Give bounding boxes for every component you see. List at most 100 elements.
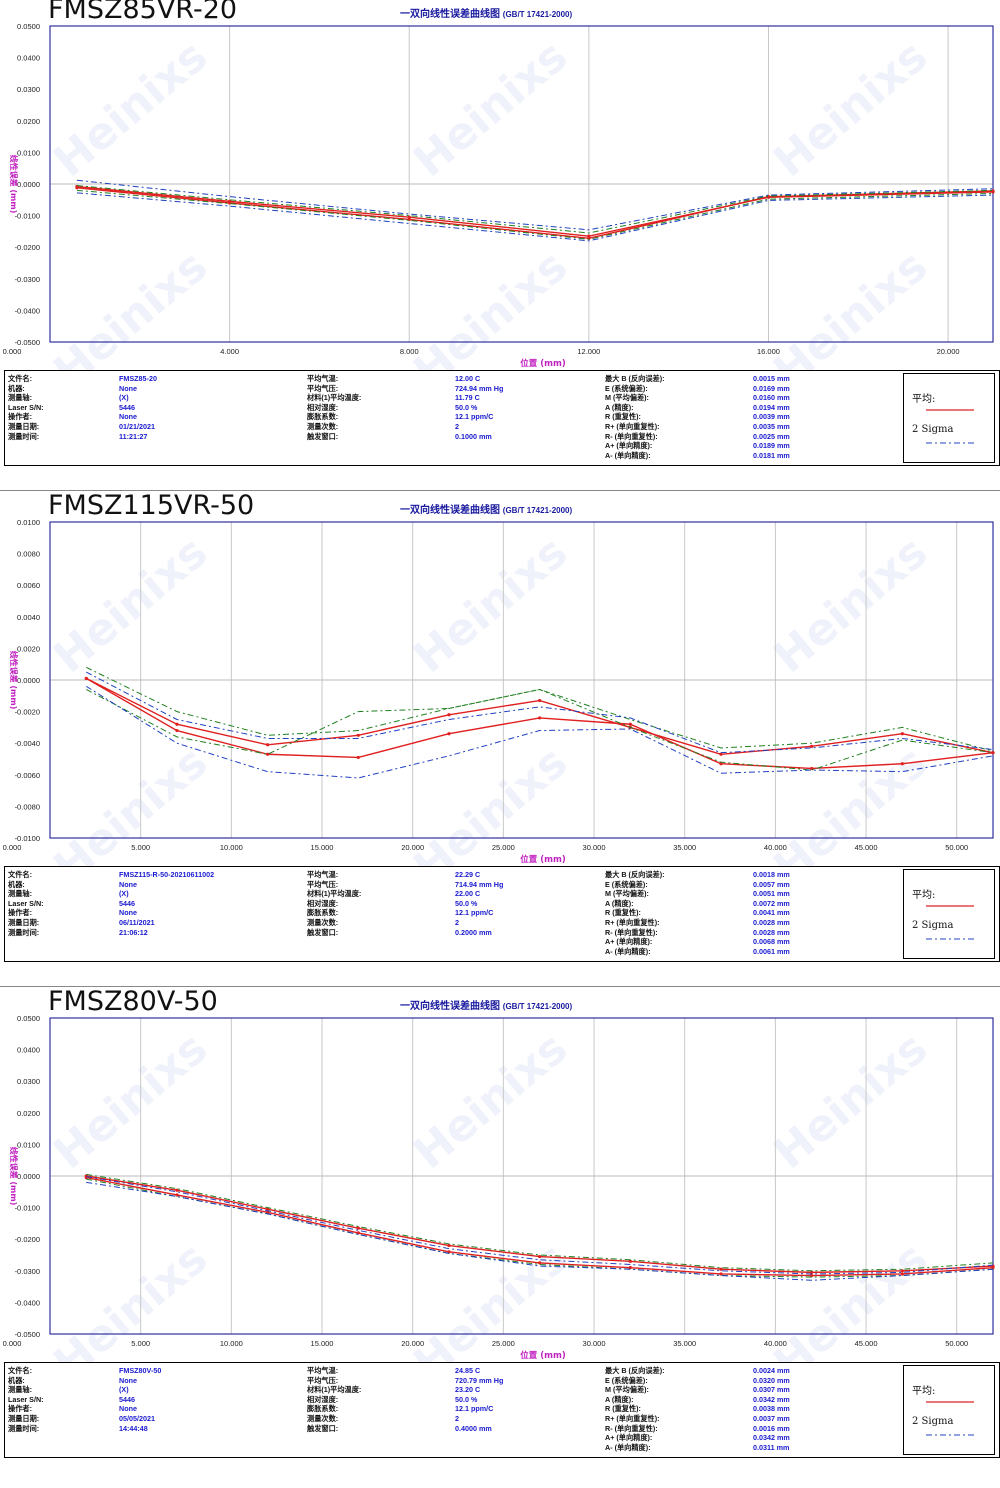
- y-tick-label: -0.0400: [15, 306, 40, 315]
- watermark-logo: Heinixs: [764, 1233, 937, 1362]
- x-tick-label: 25.000: [492, 843, 515, 852]
- stat-label: R+ (单向重复性):: [605, 917, 660, 927]
- stat-value: 0.0018 mm: [753, 870, 790, 879]
- legend-mean-label: 平均:: [912, 1386, 936, 1397]
- y-tick-label: 0.0400: [17, 1046, 40, 1055]
- stat-value: 720.79 mm Hg: [455, 1375, 504, 1385]
- stat-value: 0.4000 mm: [455, 1423, 492, 1433]
- stat-label: 膨胀系数:: [307, 1404, 339, 1414]
- stat-value: 0.0039 mm: [753, 412, 790, 422]
- stats-labels-col1: 文件名: 机器: 测量轴: Laser S/N: 操作者: 测量日期: 测量时间:: [8, 870, 44, 937]
- stat-value: 11:21:27: [119, 431, 148, 441]
- stat-value: None: [119, 412, 137, 422]
- series-line-s1: [76, 179, 994, 231]
- data-point: [447, 1243, 451, 1248]
- data-point: [356, 755, 360, 760]
- stat-label: A+ (单向精度):: [605, 1433, 653, 1443]
- legend-swatches: [926, 905, 974, 940]
- y-tick-label: 0.0300: [17, 1077, 40, 1086]
- stat-label: 机器:: [8, 383, 25, 393]
- legend-mean-label: 平均:: [912, 394, 936, 405]
- y-tick-label: 0.0200: [17, 117, 40, 126]
- watermark-logo: Heinixs: [764, 527, 937, 684]
- stat-value: 22.29 C: [455, 870, 481, 879]
- stat-label: 文件名:: [8, 1366, 32, 1375]
- stat-value: 24.85 C: [455, 1366, 481, 1375]
- y-tick-label: 0.0200: [17, 1109, 40, 1118]
- watermark-logo: Heinixs: [44, 527, 217, 684]
- watermark-logo: Heinixs: [44, 31, 217, 188]
- stat-value: 0.0320 mm: [753, 1375, 790, 1385]
- y-tick-label: 0.0400: [17, 54, 40, 63]
- stat-label: 测量轴:: [8, 1385, 32, 1395]
- stat-value: 0.0051 mm: [753, 889, 790, 899]
- watermark-logo: Heinixs: [404, 527, 577, 684]
- stat-value: 0.0169 mm: [753, 383, 790, 393]
- stat-value: 5446: [119, 402, 135, 412]
- x-tick-label: 25.000: [492, 1339, 515, 1348]
- y-axis-label: 线性误差 (mm): [9, 155, 19, 214]
- stat-value: None: [119, 1404, 137, 1414]
- stat-value: 2: [455, 1413, 459, 1423]
- stat-value: 0.0061 mm: [753, 946, 790, 956]
- stat-value: None: [119, 383, 137, 393]
- stat-label: 最大 B (反向误差):: [605, 1366, 665, 1375]
- stat-value: 0.0035 mm: [753, 421, 790, 431]
- stats-labels-col2: 平均气温: 平均气压: 材料(1)平均温度: 相对湿度: 膨胀系数: 测量次数: 触发窗口:: [307, 1366, 361, 1433]
- x-tick-label: 40.000: [764, 843, 787, 852]
- stat-label: M (平均偏差):: [605, 1385, 649, 1395]
- stat-value: None: [119, 1375, 137, 1385]
- stat-value: 0.0181 mm: [753, 450, 790, 460]
- data-point: [447, 1250, 451, 1254]
- data-point: [991, 189, 995, 193]
- stat-label: A+ (单向精度):: [605, 441, 653, 451]
- chart-title: FMSZ85VR-20: [48, 0, 238, 25]
- standard-text: (GB/T 17421-2000): [502, 1002, 573, 1011]
- y-axis-label: 线性误差 (mm): [9, 1147, 19, 1206]
- stat-value: 05/05/2021: [119, 1413, 155, 1423]
- stat-value: (X): [119, 393, 129, 403]
- y-axis-label: 线性误差 (mm): [9, 651, 19, 710]
- x-tick-label: 20.000: [401, 1339, 424, 1348]
- stats-values-col2: 24.85 C 720.79 mm Hg 23.20 C 50.0 % 12.1 ppm…: [455, 1366, 503, 1433]
- stat-value: None: [119, 879, 137, 889]
- data-point: [75, 186, 79, 190]
- y-tick-label: 0.0020: [17, 644, 40, 653]
- legend-mean-label: 平均:: [912, 890, 936, 901]
- stat-label: 文件名:: [8, 870, 32, 879]
- data-point: [538, 1254, 542, 1259]
- x-tick-label: 0.000: [3, 347, 22, 356]
- x-tick-label: 30.000: [583, 1339, 606, 1348]
- stat-label: A- (单向精度):: [605, 450, 651, 460]
- chart-panel-1: FMSZ85VR-20 一双向线性误差曲线图 (GB/T 17421-2000) H…: [0, 0, 1000, 496]
- series-line-mean2: [76, 187, 994, 240]
- stat-label: 平均气温:: [307, 870, 339, 879]
- data-point: [628, 1266, 632, 1270]
- watermark-logo: Heinixs: [764, 241, 937, 370]
- stat-value: 0.0028 mm: [753, 917, 790, 927]
- data-point: [900, 762, 904, 766]
- stat-label: 测量时间:: [8, 431, 40, 441]
- stat-value: 0.0028 mm: [753, 927, 790, 937]
- series-line-s2: [86, 688, 994, 771]
- data-point: [900, 732, 904, 736]
- stat-value: 0.2000 mm: [455, 927, 492, 937]
- stat-label: 测量日期:: [8, 421, 40, 431]
- y-tick-label: 0.0300: [17, 85, 40, 94]
- stat-value: 12.1 ppm/C: [455, 412, 494, 422]
- stats-labels-col1: 文件名: 机器: 测量轴: Laser S/N: 操作者: 测量日期: 测量时间:: [8, 374, 44, 441]
- stat-label: 测量时间:: [8, 1423, 40, 1433]
- stats-values-col3: 0.0015 mm 0.0169 mm 0.0160 mm 0.0194 mm 0.00…: [753, 374, 790, 460]
- stat-label: R+ (单向重复性):: [605, 421, 660, 431]
- stat-label: A- (单向精度):: [605, 946, 651, 956]
- x-tick-label: 5.000: [131, 843, 150, 852]
- x-tick-label: 30.000: [583, 843, 606, 852]
- stat-label: 操作者:: [8, 908, 32, 918]
- stat-value: 23.20 C: [455, 1385, 481, 1395]
- series-line-s4: [86, 685, 994, 779]
- stat-label: E (系统偏差):: [605, 879, 648, 889]
- stat-value: 06/11/2021: [119, 917, 155, 927]
- y-tick-label: 0.0000: [17, 1172, 40, 1181]
- data-point: [810, 744, 814, 748]
- x-tick-label: 4.000: [220, 347, 239, 356]
